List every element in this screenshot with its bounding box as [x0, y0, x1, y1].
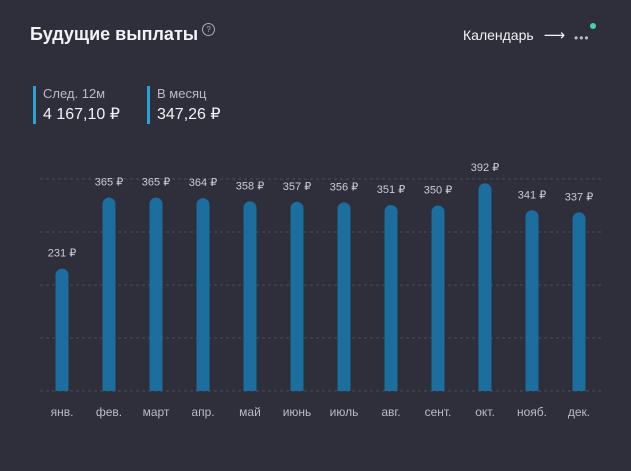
x-tick-label: дек.: [568, 405, 590, 419]
bar-base: [102, 384, 116, 391]
x-tick-label: июль: [330, 405, 359, 419]
bar-base: [478, 384, 492, 391]
bar-value-label: 351 ₽: [377, 184, 405, 196]
arrow-right-icon: ⟶: [543, 27, 566, 44]
bar-base: [337, 384, 351, 391]
widget-title-text: Будущие выплаты: [30, 24, 199, 44]
calendar-link-label: Календарь: [463, 27, 534, 43]
x-tick-label: сент.: [425, 405, 452, 419]
bar[interactable]: [337, 202, 351, 391]
bar-base: [384, 384, 398, 391]
more-options-button[interactable]: •••: [572, 23, 596, 46]
x-tick-label: нояб.: [517, 405, 547, 419]
bar[interactable]: [196, 198, 210, 391]
bar[interactable]: [102, 197, 116, 391]
calendar-link[interactable]: Календарь ⟶: [463, 26, 565, 44]
x-tick-label: май: [239, 405, 261, 419]
stat-label: След. 12м: [43, 86, 106, 101]
stat-value: 4 167,10 ₽: [43, 106, 120, 123]
bar[interactable]: [478, 183, 492, 391]
bar-base: [525, 384, 539, 391]
bar-base: [55, 384, 69, 391]
x-tick-label: янв.: [51, 405, 74, 419]
bar[interactable]: [525, 210, 539, 391]
bar-value-label: 358 ₽: [236, 180, 264, 192]
stat-value: 347,26 ₽: [157, 106, 221, 123]
x-tick-label: фев.: [96, 405, 122, 419]
stat-label: В месяц: [157, 86, 207, 101]
bar-base: [431, 384, 445, 391]
bar-base: [290, 384, 304, 391]
bar[interactable]: [572, 212, 586, 391]
x-tick-label: авг.: [381, 405, 400, 419]
bar[interactable]: [149, 197, 163, 391]
bar-base: [243, 384, 257, 391]
bar-value-label: 357 ₽: [283, 181, 311, 193]
notification-dot: [590, 23, 596, 29]
question-circle-icon[interactable]: ?: [202, 23, 216, 36]
bar[interactable]: [290, 201, 304, 391]
bar-base: [196, 384, 210, 391]
bar-value-label: 365 ₽: [95, 177, 123, 189]
bar-value-label: 341 ₽: [518, 189, 546, 201]
bar-value-label: 365 ₽: [142, 177, 170, 189]
widget-title: Будущие выплаты ?: [30, 23, 216, 45]
x-tick-label: окт.: [475, 405, 495, 419]
bar[interactable]: [431, 205, 445, 392]
bar-value-label: 337 ₽: [565, 191, 593, 203]
bar-value-label: 231 ₽: [48, 248, 76, 260]
x-tick-label: март: [143, 405, 170, 419]
stat-next-12-months: След. 12м 4 167,10 ₽: [33, 86, 120, 124]
x-tick-label: апр.: [191, 405, 214, 419]
bar[interactable]: [384, 204, 398, 391]
bar-base: [572, 384, 586, 391]
bar-value-label: 350 ₽: [424, 185, 452, 197]
more-dots-icon: •••: [574, 31, 590, 45]
bar-value-label: 364 ₽: [189, 177, 217, 189]
bar[interactable]: [55, 268, 69, 391]
x-tick-label: июнь: [283, 405, 312, 419]
bar-base: [149, 384, 163, 391]
bar[interactable]: [243, 201, 257, 391]
bar-value-label: 356 ₽: [330, 181, 358, 193]
bar-value-label: 392 ₽: [471, 162, 499, 174]
stat-per-month: В месяц 347,26 ₽: [147, 86, 221, 124]
